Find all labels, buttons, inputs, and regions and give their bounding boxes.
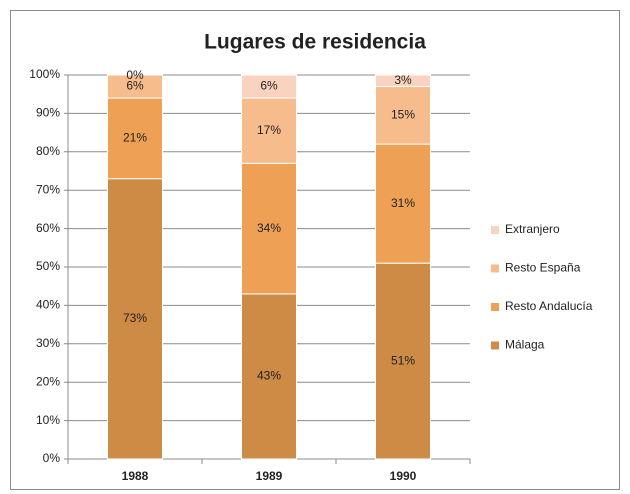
y-tick-label: 90% xyxy=(36,106,60,120)
bar-segment xyxy=(107,97,163,180)
y-tick-label: 50% xyxy=(36,259,60,273)
data-label: 6% xyxy=(126,79,144,93)
chart-title: Lugares de residencia xyxy=(204,31,426,54)
data-label: 6% xyxy=(260,79,278,93)
bar-segment xyxy=(241,293,297,460)
x-tick-label: 1990 xyxy=(390,469,417,483)
bar-segment xyxy=(375,86,431,145)
bar-segment xyxy=(107,178,163,460)
data-label: 17% xyxy=(257,123,281,137)
data-label: 34% xyxy=(257,221,281,235)
y-tick-label: 70% xyxy=(36,182,60,196)
x-tick-label: 1988 xyxy=(122,469,149,483)
data-label: 43% xyxy=(257,369,281,383)
y-tick-label: 40% xyxy=(36,298,60,312)
legend-swatch xyxy=(491,303,499,311)
legend-swatch xyxy=(491,341,499,350)
y-tick-label: 60% xyxy=(36,221,60,235)
data-label: 31% xyxy=(391,196,415,210)
x-tick-label: 1989 xyxy=(256,469,283,483)
chart-frame xyxy=(10,10,620,490)
bar-segment xyxy=(241,74,297,99)
data-label: 3% xyxy=(394,73,412,87)
y-tick-label: 80% xyxy=(36,144,60,158)
bar-segment xyxy=(375,143,431,264)
bar-segment xyxy=(375,262,431,460)
data-label: 73% xyxy=(123,311,147,325)
y-tick-label: 0% xyxy=(43,451,61,465)
bar-segment xyxy=(241,97,297,164)
bar-segment xyxy=(375,74,431,88)
bar-segment xyxy=(107,74,163,99)
y-tick-label: 30% xyxy=(36,336,60,350)
legend-label: Málaga xyxy=(505,338,545,352)
legend-label: Resto Andalucía xyxy=(505,299,593,313)
data-label: 0% xyxy=(126,68,144,82)
y-tick-label: 20% xyxy=(36,374,60,388)
legend-swatch xyxy=(491,226,499,234)
bar-segment xyxy=(241,162,297,295)
y-tick-label: 10% xyxy=(36,413,60,427)
legend-swatch xyxy=(491,264,499,273)
y-tick-label: 100% xyxy=(29,67,60,81)
data-label: 15% xyxy=(391,107,415,121)
data-label: 51% xyxy=(391,353,415,367)
legend-label: Resto España xyxy=(505,261,581,275)
data-label: 21% xyxy=(123,131,147,145)
legend-label: Extranjero xyxy=(505,222,560,236)
